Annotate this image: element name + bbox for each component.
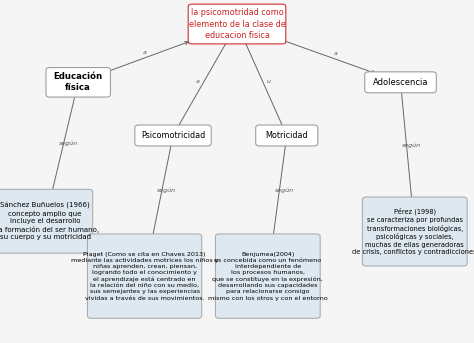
FancyBboxPatch shape bbox=[0, 189, 92, 253]
FancyBboxPatch shape bbox=[255, 125, 318, 146]
Text: Sánchez Buñuelos (1966)
concepto amplio que
incluye el desarrollo
y la formación: Sánchez Buñuelos (1966) concepto amplio … bbox=[0, 202, 100, 240]
Text: la psicomotridad como
elemento de la clase de
educacion fisica: la psicomotridad como elemento de la cla… bbox=[189, 9, 285, 39]
Text: Motricidad: Motricidad bbox=[265, 131, 308, 140]
Text: según: según bbox=[274, 187, 294, 193]
Text: Pérez (1998)
se caracteriza por profundas
transformaciones biológicas,
psicológi: Pérez (1998) se caracteriza por profunda… bbox=[353, 208, 474, 255]
Text: Psicomotricidad: Psicomotricidad bbox=[141, 131, 205, 140]
Text: a: a bbox=[143, 50, 146, 55]
FancyBboxPatch shape bbox=[362, 197, 467, 266]
Text: Adolescencia: Adolescencia bbox=[373, 78, 428, 87]
FancyBboxPatch shape bbox=[365, 72, 436, 93]
FancyBboxPatch shape bbox=[87, 234, 201, 318]
Text: según: según bbox=[401, 142, 421, 148]
Text: a: a bbox=[333, 51, 337, 56]
Text: a: a bbox=[196, 79, 200, 84]
Text: Benjumea(2004)
es concebida como un fenómeno
interdependiente de
los procesos hu: Benjumea(2004) es concebida como un fenó… bbox=[208, 251, 328, 301]
FancyBboxPatch shape bbox=[46, 68, 110, 97]
FancyBboxPatch shape bbox=[215, 234, 320, 318]
Text: Educación
física: Educación física bbox=[54, 72, 103, 92]
FancyBboxPatch shape bbox=[188, 4, 286, 44]
Text: según: según bbox=[157, 187, 176, 193]
Text: según: según bbox=[59, 140, 78, 146]
Text: Piaget (Como se cita en Chaves 2013)
mediante las actividades motrices los niños: Piaget (Como se cita en Chaves 2013) med… bbox=[71, 251, 219, 301]
Text: u: u bbox=[267, 79, 271, 84]
FancyBboxPatch shape bbox=[135, 125, 211, 146]
